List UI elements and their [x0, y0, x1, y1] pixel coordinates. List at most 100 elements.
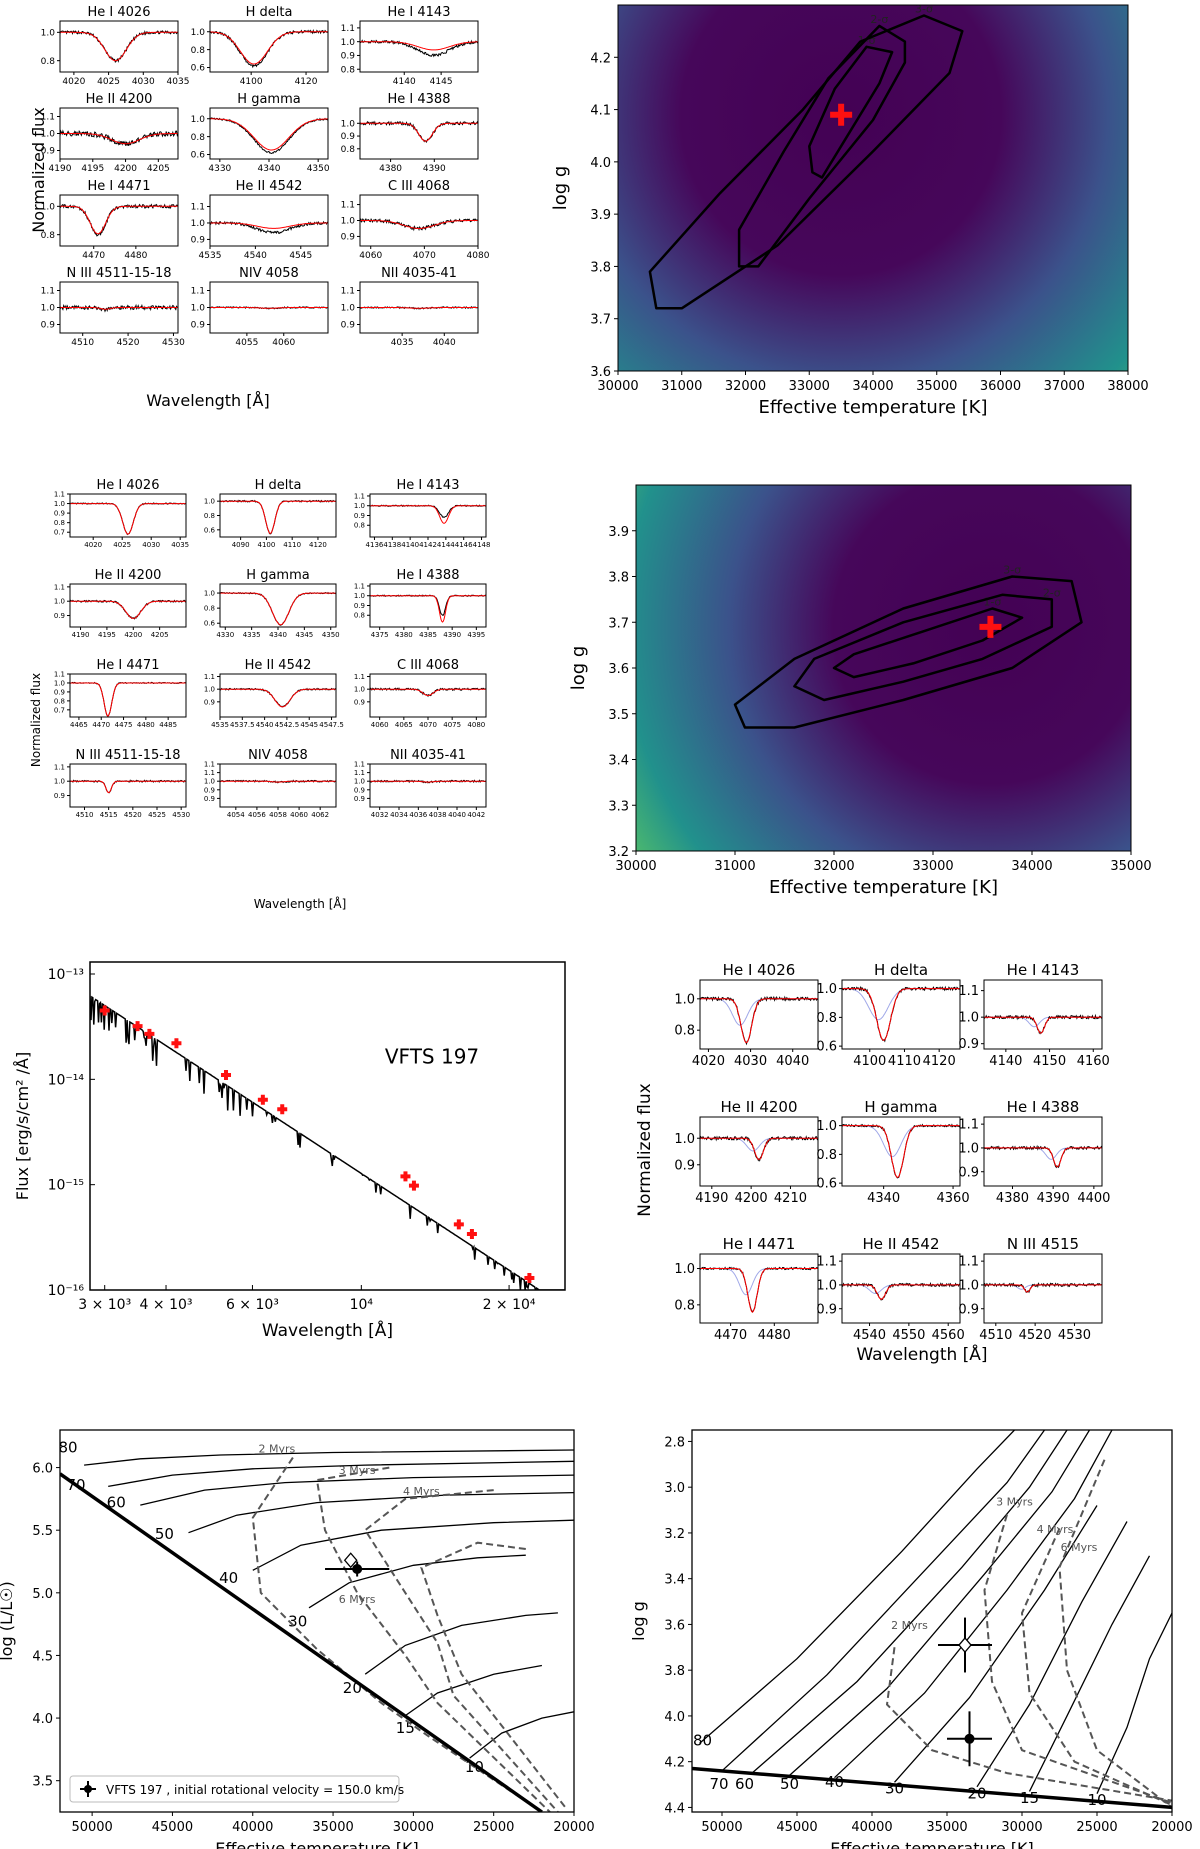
- y-tick-label: 1.0: [54, 679, 65, 687]
- x-tick-label: 4547.5: [319, 721, 344, 729]
- evolutionary-track: [140, 1474, 574, 1506]
- x-tick-label: 4545: [289, 251, 312, 261]
- observed-spectrum-line: [70, 599, 186, 620]
- track-mass-label: 80: [58, 1439, 77, 1457]
- y-tick-label: 0.9: [341, 321, 356, 331]
- x-tick-label: 4025: [113, 541, 131, 549]
- y-tick-label: 1.0: [204, 498, 215, 506]
- y-tick-label: 1.1: [54, 670, 65, 678]
- y-tick-label: 0.9: [204, 786, 215, 794]
- x-tick-label: 4136: [366, 541, 384, 549]
- panel-frame: [983, 979, 1103, 1050]
- track-mass-label: 30: [885, 1780, 904, 1798]
- evolutionary-track: [188, 1491, 574, 1534]
- x-tick-label: 4110: [283, 541, 301, 549]
- y-tick-label: 1.0: [354, 502, 365, 510]
- x-tick-label: 4042: [467, 811, 485, 819]
- y-tick-label: 1.0: [191, 219, 206, 229]
- panel-title: H gamma: [864, 1098, 937, 1116]
- y-tick-label: 1.0: [958, 1011, 979, 1026]
- contour-label: 2-σ: [1043, 586, 1061, 599]
- panel-title: NII 4035-41: [381, 266, 457, 281]
- y-tick-label: 1.0: [674, 1262, 695, 1277]
- x-tick-label: 4205: [151, 631, 169, 639]
- y-tick-label: 1.1: [354, 673, 365, 681]
- x-tick-label: 4200: [124, 631, 142, 639]
- track-mass-label: 50: [780, 1775, 799, 1793]
- panel-frame: [59, 194, 179, 247]
- y-tick-label: 1.1: [191, 287, 205, 297]
- panel-title: He I 4388: [397, 568, 460, 583]
- x-tick-label: 4142: [419, 541, 437, 549]
- y-tick-label: 0.8: [54, 519, 65, 527]
- x-axis-label: Effective temperature [K]: [830, 1839, 1034, 1849]
- y-axis-label: log g: [568, 646, 589, 691]
- track-mass-label: 40: [825, 1773, 844, 1791]
- y-tick-label: 1.1: [54, 763, 65, 771]
- line-panel: He I 4026 4020 4025 4030 4035 0.7 0.80.9 1.0 1.1: [54, 478, 189, 549]
- x-tick-label: 33000: [789, 379, 830, 394]
- track-mass-label: 80: [693, 1732, 712, 1750]
- x-tick-label: 4537.5: [230, 721, 255, 729]
- x-tick-label: 34000: [852, 379, 893, 394]
- observed-spectrum-line: [360, 39, 478, 58]
- evolutionary-track: [404, 1664, 543, 1717]
- y-tick-label: 0.8: [191, 133, 206, 143]
- x-tick-label: 4100: [257, 541, 275, 549]
- isochrone-label: 4 Myrs: [1037, 1523, 1074, 1536]
- model-spectrum-line: [370, 780, 486, 783]
- y-tick-label: 1.0: [54, 598, 65, 606]
- isochrone-label: 4 Myrs: [403, 1485, 440, 1498]
- evolutionary-track: [789, 1430, 1091, 1776]
- x-tick-label: 4510: [71, 338, 94, 348]
- y-tick-label: 0.9: [958, 1037, 979, 1052]
- model-spectrum-line: [700, 998, 818, 1044]
- contour-label: 3-σ: [1003, 564, 1021, 577]
- y-axis-label: log g: [629, 1601, 648, 1641]
- y-tick-label: 0.9: [816, 1302, 837, 1317]
- y-tick-label: 1.0: [41, 28, 56, 38]
- observed-spectrum-line: [60, 303, 178, 313]
- line-panel: He II 4200 4190 4200 4210 0.9 1.0: [674, 1098, 819, 1206]
- x-tick-label: 45000: [776, 1820, 817, 1835]
- x-tick-label: 4540: [853, 1328, 886, 1343]
- evolutionary-track: [84, 1449, 574, 1466]
- panel-frame: [841, 1116, 961, 1187]
- y-tick-label: 6.0: [32, 1462, 53, 1477]
- observed-spectrum-line: [60, 203, 178, 237]
- evolutionary-track: [108, 1460, 574, 1488]
- y-tick-label: 3.2: [608, 845, 629, 860]
- model-spectrum-line: [60, 307, 178, 310]
- x-tick-label: 4515: [100, 811, 118, 819]
- x-tick-label: 30000: [597, 379, 638, 394]
- model-spectrum-line: [210, 31, 328, 65]
- panel-title: He I 4143: [388, 5, 451, 20]
- y-tick-label: 2.8: [664, 1435, 685, 1450]
- x-tick-label: 10⁴: [350, 1297, 374, 1313]
- star-marker-filled: [964, 1733, 975, 1744]
- panel-title: He II 4200: [95, 568, 162, 583]
- model-spectrum-line: [700, 1268, 818, 1313]
- x-tick-label: 4020: [84, 541, 102, 549]
- x-tick-label: 34000: [1011, 859, 1052, 874]
- star-marker-open-diamond: [343, 1552, 358, 1569]
- line-panel: He I 4388 4375 4380 4385 4390 4395 0.8 0.9 1.0 1.…: [354, 568, 487, 639]
- x-tick-label: 3 × 10³: [78, 1297, 131, 1313]
- observed-spectrum-line: [700, 1135, 818, 1162]
- model-spectrum-line: [360, 307, 478, 309]
- model-spectrum-line: [842, 988, 960, 1041]
- x-tick-label: 4140: [989, 1054, 1022, 1069]
- x-tick-label: 4205: [147, 164, 170, 174]
- x-tick-label: 4020: [62, 77, 85, 87]
- panel-frame: [69, 493, 187, 538]
- y-tick-label: 4.1: [590, 104, 611, 119]
- photometry-point: [144, 1028, 155, 1039]
- track-mass-label: 30: [288, 1613, 307, 1631]
- line-panel: C III 4068 4060 4070 4080 0.9 1.0 1.1: [341, 179, 490, 261]
- line-panel: N III 4511-15-18 4510 4515 4520 4525 4530 0.9 1…: [54, 748, 190, 819]
- model-spectrum-line: [70, 682, 186, 717]
- panel-frame: [983, 1253, 1103, 1324]
- x-tick-label: 35000: [926, 1820, 967, 1835]
- model-spectrum-line: [984, 1147, 1102, 1168]
